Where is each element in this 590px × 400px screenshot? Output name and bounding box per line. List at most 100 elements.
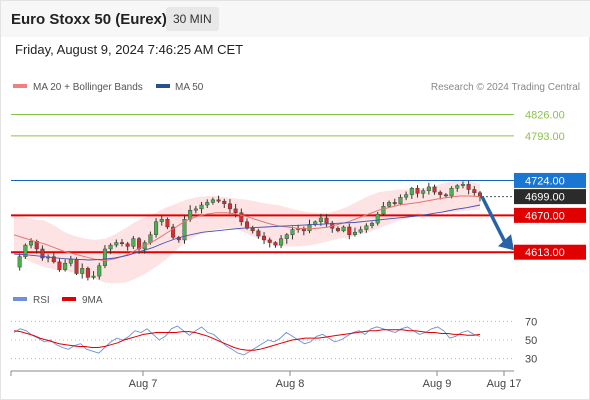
rsi-panel: 70 50 30 <box>11 316 537 366</box>
candle-body <box>273 242 278 246</box>
level-tag-support <box>514 207 586 223</box>
candle-body <box>415 188 420 194</box>
candle-body <box>279 238 284 246</box>
level-label: 4724.00 <box>525 175 565 187</box>
candle-body <box>375 213 380 224</box>
candle-body <box>91 275 96 278</box>
candle-body <box>125 243 130 247</box>
ma50-legend-label: MA 50 <box>175 82 204 93</box>
candle-body <box>222 200 227 204</box>
candle-body <box>250 228 255 232</box>
rsi-legend-label: RSI <box>33 295 50 306</box>
candle-body <box>318 217 323 223</box>
candle-body <box>85 268 90 278</box>
candle-body <box>426 186 431 191</box>
candle-body <box>80 268 85 274</box>
candle-body <box>472 189 477 193</box>
x-tick-label: Aug 17 <box>487 378 522 390</box>
candle-body <box>387 202 392 207</box>
candle-body <box>131 238 136 247</box>
candle-body <box>154 221 159 235</box>
candle-body <box>233 208 238 213</box>
candle-body <box>256 230 261 237</box>
level-tag-pivot <box>514 172 586 188</box>
candle-body <box>159 219 164 223</box>
candle-body <box>352 231 357 235</box>
candle-body <box>205 202 210 206</box>
level-label: 4793.00 <box>525 131 565 143</box>
rsi-legend: RSI 9MA <box>13 295 103 306</box>
candle-body <box>17 256 22 268</box>
x-tick-label: Aug 7 <box>129 378 158 390</box>
candle-body <box>335 228 340 232</box>
candle-body <box>210 199 215 203</box>
projection-arrow <box>480 195 514 251</box>
candle-body <box>449 188 454 197</box>
level-tag-last_price <box>514 189 586 205</box>
candle-body <box>114 242 119 246</box>
ma9-legend-swatch <box>62 297 76 301</box>
candle-body <box>478 192 483 197</box>
chart-header: Euro Stoxx 50 (Eurex) 30 MIN <box>1 1 590 37</box>
candle-body <box>307 224 312 232</box>
rsi-ma9-line <box>13 329 481 351</box>
credit-text: Research © 2024 Trading Central <box>431 82 580 93</box>
candle-body <box>34 241 39 250</box>
candle-body <box>432 186 437 193</box>
level-tag-support <box>514 244 586 260</box>
rsi-line <box>13 325 481 356</box>
x-tick-label: Aug 9 <box>423 378 452 390</box>
ma20-legend-swatch <box>13 84 27 88</box>
candle-body <box>262 235 267 241</box>
candle-body <box>51 256 56 263</box>
candle-body <box>438 191 443 195</box>
level-label: 4826.00 <box>525 110 565 122</box>
rsi-tick-label: 70 <box>525 316 537 328</box>
candle-body <box>199 204 204 210</box>
candle-body <box>68 259 73 264</box>
projection-arrow-head <box>498 234 514 251</box>
candle-body <box>165 219 170 228</box>
candle-body <box>290 229 295 235</box>
candle-body <box>267 239 272 243</box>
candle-body <box>341 226 346 232</box>
rsi-legend-swatch <box>13 297 27 301</box>
bollinger-band <box>14 180 480 284</box>
candle-body <box>239 212 244 223</box>
level-label: 4670.00 <box>525 210 565 222</box>
candle-body <box>193 208 198 211</box>
candle-body <box>182 219 187 241</box>
level-label: 4613.00 <box>525 247 565 259</box>
candle-body <box>421 190 426 194</box>
candle-body <box>74 259 79 274</box>
candle-body <box>347 226 352 235</box>
ma9-legend-label: 9MA <box>82 295 103 306</box>
ma20-legend-label: MA 20 + Bollinger Bands <box>33 82 143 93</box>
timeframe-badge[interactable]: 30 MIN <box>166 7 219 31</box>
candle-body <box>398 197 403 204</box>
candle-body <box>171 226 176 238</box>
ma50-line <box>13 204 481 261</box>
candle-body <box>284 234 289 239</box>
candle-body <box>119 242 124 244</box>
candle-body <box>364 225 369 230</box>
price-legend: MA 20 + Bollinger Bands MA 50 Research ©… <box>13 82 580 93</box>
ma20-line <box>13 195 481 262</box>
candle-body <box>23 244 28 257</box>
candle-body <box>97 265 102 277</box>
projection-arrow-shaft <box>480 195 508 245</box>
instrument-title: Euro Stoxx 50 (Eurex) <box>11 11 167 28</box>
candle-body <box>404 194 409 198</box>
candle-body <box>381 206 386 215</box>
candle-body <box>358 229 363 233</box>
candle-body <box>227 203 232 210</box>
candle-body <box>409 188 414 195</box>
rsi-tick-label: 30 <box>525 354 537 366</box>
rsi-tick-label: 50 <box>525 335 537 347</box>
candle-body <box>244 221 249 229</box>
candle-body <box>466 184 471 190</box>
candle-body <box>443 194 448 197</box>
candle-body <box>148 234 153 243</box>
